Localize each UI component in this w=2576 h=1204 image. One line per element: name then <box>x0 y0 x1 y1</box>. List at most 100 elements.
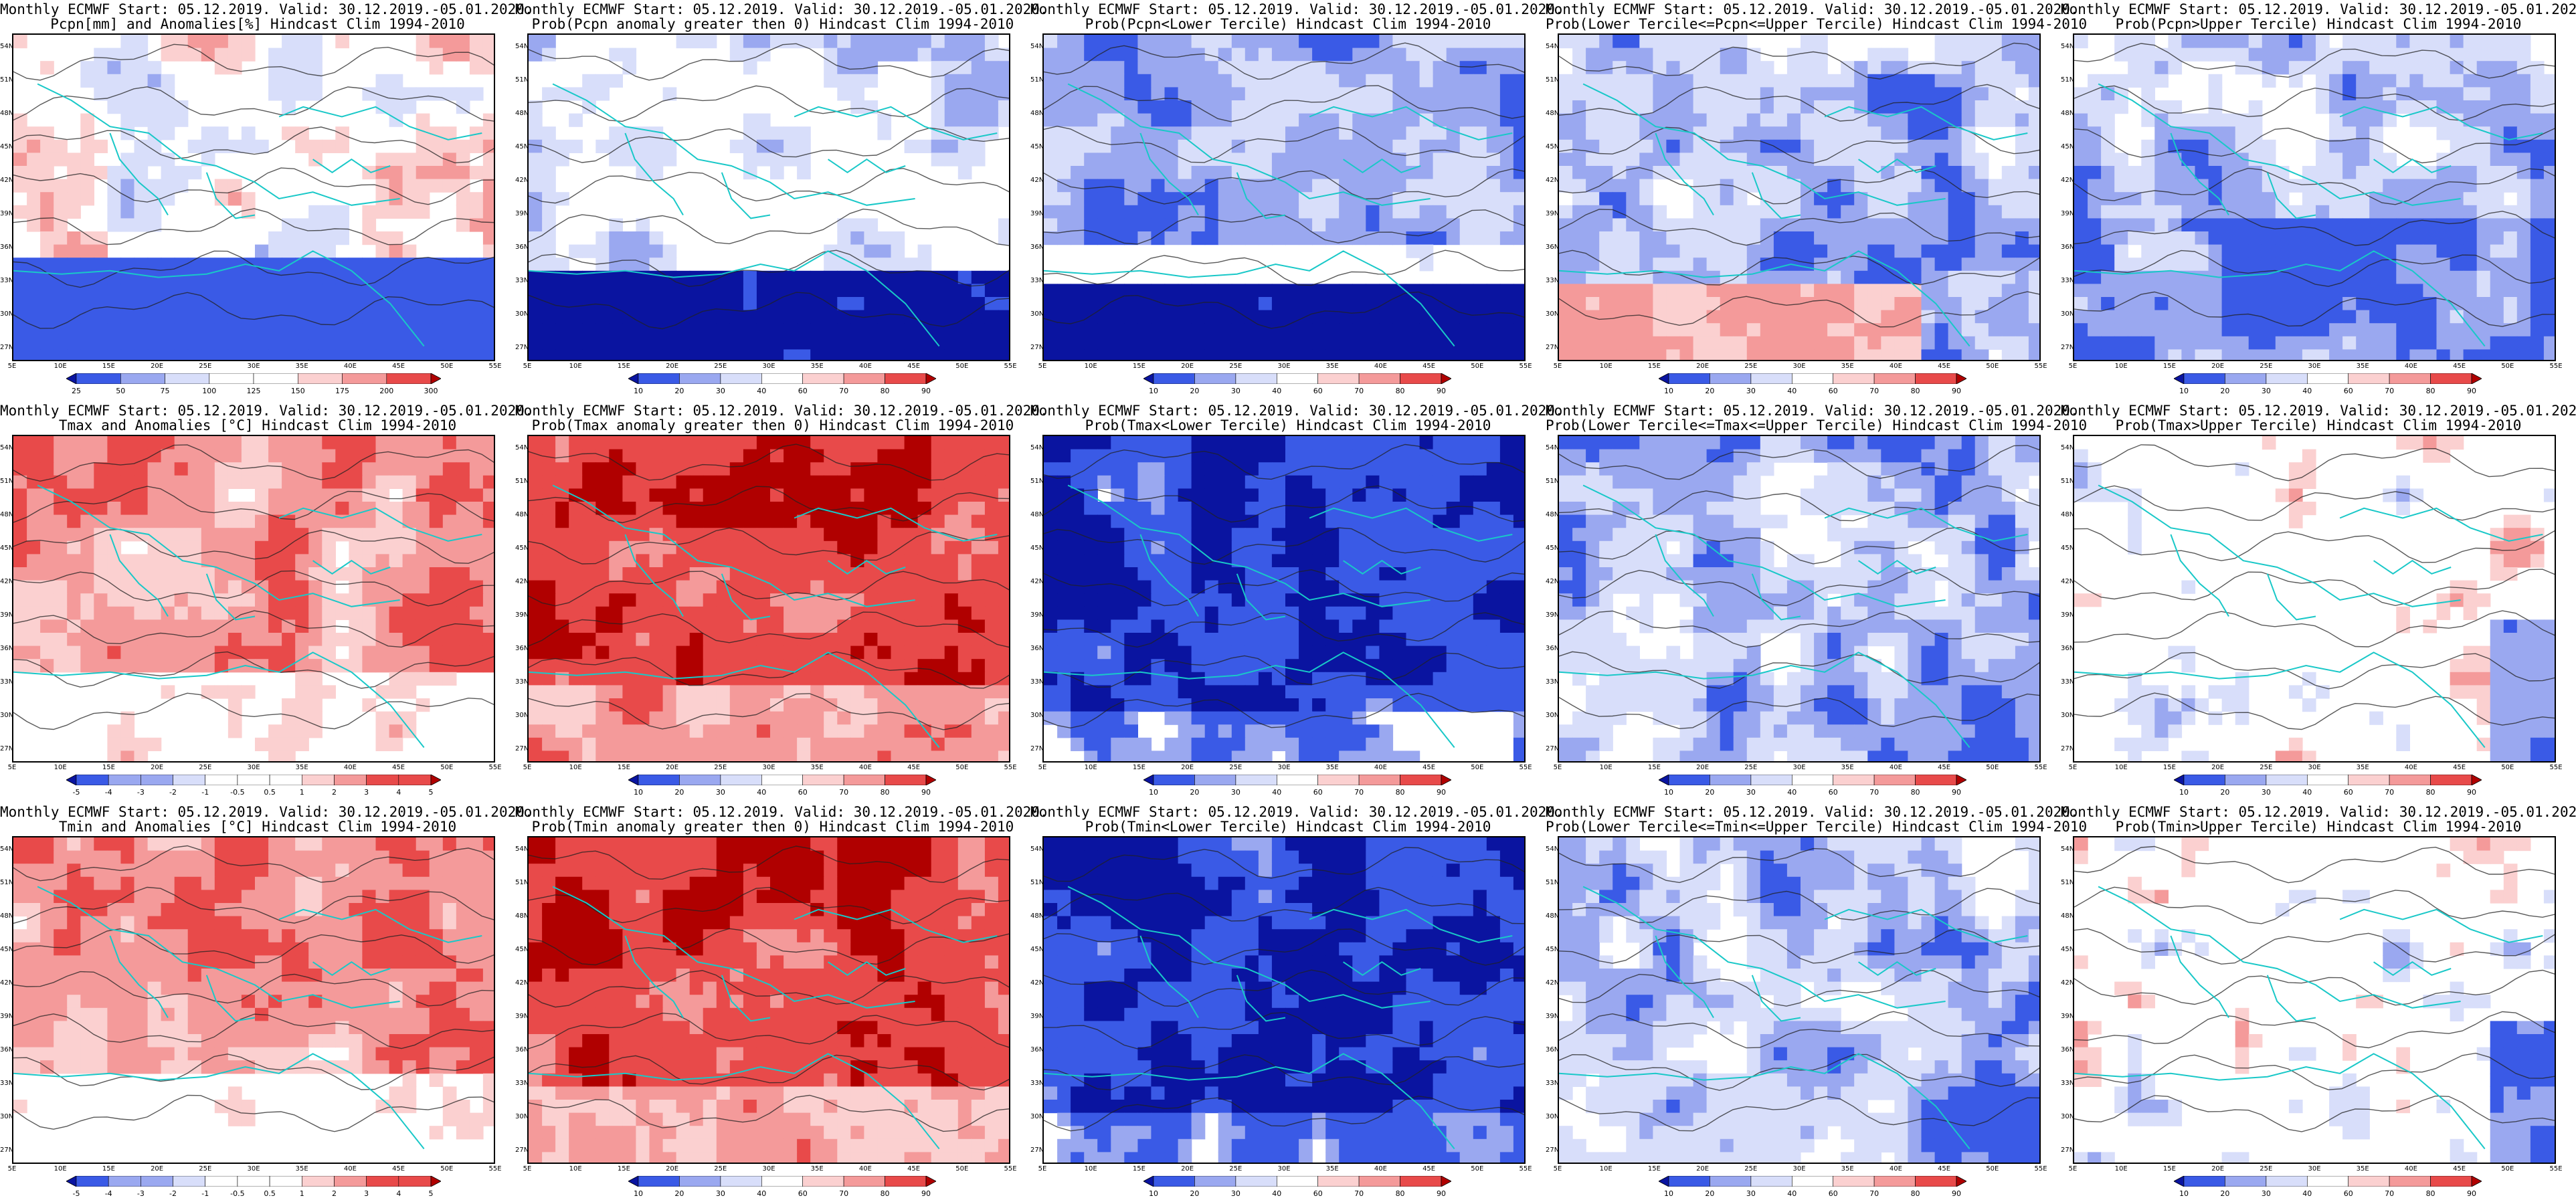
lon-label: 40E <box>858 764 872 771</box>
colorbar-label: 5 <box>428 1189 434 1198</box>
lat-label: 48N <box>515 110 529 117</box>
colorbar-label: 60 <box>798 788 808 797</box>
colorbar-label: 20 <box>1190 387 1200 395</box>
colorbar-label: 20 <box>1190 1189 1200 1198</box>
lon-label: 55E <box>488 363 502 370</box>
lat-label: 54N <box>2061 444 2075 452</box>
map-panel-r3c2: Monthly ECMWF Start: 05.12.2019. Valid: … <box>515 803 1048 1204</box>
lon-label: 55E <box>1004 363 1017 370</box>
lat-label: 51N <box>1030 478 1044 485</box>
lon-label: 25E <box>714 764 727 771</box>
lon-label: 20E <box>151 764 164 771</box>
map-field <box>1044 436 1524 761</box>
lat-label: 42N <box>0 979 14 987</box>
colorbar-label: 10 <box>2179 1189 2189 1198</box>
colorbar <box>628 373 936 384</box>
colorbar-label: 3 <box>364 1189 369 1198</box>
lat-label: 51N <box>515 478 529 485</box>
colorbar-label: 40 <box>1787 1189 1797 1198</box>
lon-label: 25E <box>714 1165 727 1173</box>
colorbar-label: 10 <box>1149 788 1158 797</box>
lat-label: 51N <box>1546 76 1560 84</box>
colorbar-label: -5 <box>72 1189 80 1198</box>
panel-title-line2: Prob(Tmin<Lower Tercile) Hindcast Clim 1… <box>1085 819 1491 835</box>
lon-label: 30E <box>1792 1165 1806 1173</box>
map-panel-r1c2: Monthly ECMWF Start: 05.12.2019. Valid: … <box>515 0 1048 401</box>
lat-label: 36N <box>515 1046 529 1054</box>
map-panel-r1c4: Monthly ECMWF Start: 05.12.2019. Valid: … <box>1546 0 2088 401</box>
colorbar <box>1143 373 1451 384</box>
colorbar-label: 100 <box>202 387 217 395</box>
lon-label: 15E <box>1132 363 1145 370</box>
lat-label: 33N <box>1546 1080 1560 1087</box>
colorbar-label: 40 <box>1787 387 1797 395</box>
lon-label: 20E <box>2211 1165 2225 1173</box>
colorbar-label: 90 <box>1952 1189 1961 1198</box>
lon-label: 10E <box>569 764 582 771</box>
lat-label: 48N <box>2061 110 2075 117</box>
lon-label: 25E <box>1744 1165 1758 1173</box>
colorbar-label: -0.5 <box>230 788 245 797</box>
lon-label: 55E <box>488 764 502 771</box>
map-frame <box>12 435 495 763</box>
lat-label: 30N <box>1030 310 1044 318</box>
colorbar-label: 80 <box>2425 387 2435 395</box>
lon-label: 45E <box>1938 363 1951 370</box>
colorbar-label: 1 <box>299 1189 304 1198</box>
lat-label: 45N <box>2061 143 2075 150</box>
colorbar-label: 80 <box>880 1189 890 1198</box>
colorbar-label: 40 <box>1272 788 1282 797</box>
colorbar-label: -4 <box>104 1189 112 1198</box>
lat-label: 42N <box>515 578 529 585</box>
panel-title-line1: Monthly ECMWF Start: 05.12.2019. Valid: … <box>1546 804 2079 820</box>
panel-title-line2: Prob(Pcpn<Lower Tercile) Hindcast Clim 1… <box>1085 16 1491 32</box>
lat-label: 39N <box>1546 1013 1560 1020</box>
map-frame <box>1042 836 1526 1164</box>
lat-label: 39N <box>1030 210 1044 217</box>
lat-label: 45N <box>515 946 529 953</box>
lon-label: 55E <box>1519 764 1532 771</box>
lon-label: 30E <box>1792 363 1806 370</box>
lat-label: 36N <box>1546 645 1560 652</box>
lon-label: 50E <box>2501 363 2514 370</box>
colorbar-label: 30 <box>2261 788 2271 797</box>
colorbar-label: 80 <box>1910 387 1920 395</box>
colorbar-label: 20 <box>674 788 684 797</box>
lon-label: 10E <box>1599 764 1613 771</box>
lat-label: 54N <box>1546 444 1560 452</box>
lat-label: 27N <box>1030 344 1044 351</box>
colorbar-label: 2 <box>331 1189 337 1198</box>
lon-label: 40E <box>1889 764 1902 771</box>
lon-label: 10E <box>1599 363 1613 370</box>
lat-label: 39N <box>2061 210 2075 217</box>
lat-label: 45N <box>1030 946 1044 953</box>
lon-label: 55E <box>1004 764 1017 771</box>
lat-label: 30N <box>0 310 14 318</box>
map-frame <box>1558 836 2041 1164</box>
lon-label: 50E <box>1986 363 1999 370</box>
lat-label: 27N <box>2061 745 2075 752</box>
colorbar-label: 90 <box>1952 788 1961 797</box>
lon-label: 15E <box>1647 764 1661 771</box>
lat-label: 33N <box>515 1080 529 1087</box>
colorbar-label: 125 <box>246 387 261 395</box>
lat-label: 36N <box>1546 243 1560 251</box>
lon-label: 40E <box>343 1165 357 1173</box>
lat-label: 42N <box>2061 979 2075 987</box>
lat-label: 30N <box>2061 310 2075 318</box>
colorbar-label: 175 <box>335 387 349 395</box>
map-field <box>2074 837 2555 1163</box>
colorbar-label: 20 <box>2220 1189 2230 1198</box>
lon-label: 5E <box>7 764 17 771</box>
lat-label: 48N <box>0 511 14 518</box>
colorbar-label: 60 <box>1313 788 1323 797</box>
lon-label: 35E <box>1325 363 1339 370</box>
colorbar <box>1659 373 1966 384</box>
panel-title-line2: Prob(Lower Tercile<=Pcpn<=Upper Tercile)… <box>1546 16 2088 32</box>
lon-label: 45E <box>1422 764 1436 771</box>
lat-label: 48N <box>1546 912 1560 920</box>
lat-label: 36N <box>0 243 14 251</box>
colorbar-label: 0.5 <box>264 788 276 797</box>
lon-label: 20E <box>666 1165 679 1173</box>
lon-label: 40E <box>343 363 357 370</box>
